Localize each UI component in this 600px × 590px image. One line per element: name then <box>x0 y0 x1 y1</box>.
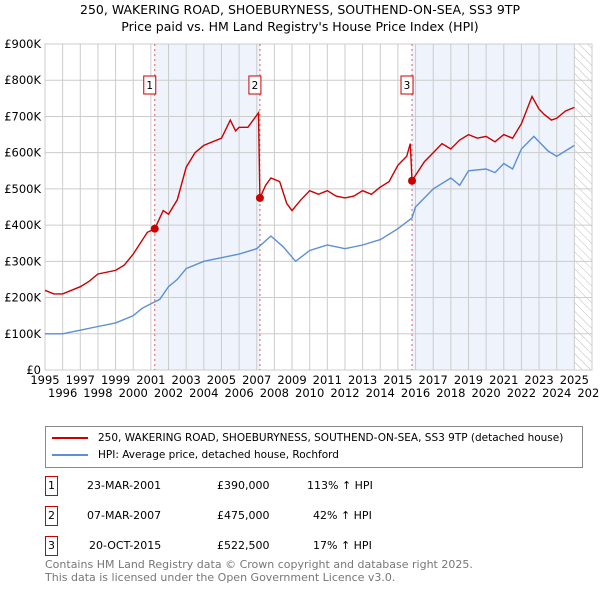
y-tick-label: £400K <box>4 218 41 232</box>
y-tick-label: £900K <box>4 37 41 51</box>
chart-subtitle: Price paid vs. HM Land Registry's House … <box>121 19 479 34</box>
y-tick-label: £100K <box>4 327 41 341</box>
sale-price: £390,000 <box>217 479 270 492</box>
legend-label: HPI: Average price, detached house, Roch… <box>98 449 339 461</box>
shaded-period <box>412 44 575 370</box>
y-tick-label: £700K <box>4 109 41 123</box>
footer-line: Contains HM Land Registry data © Crown c… <box>45 558 473 571</box>
forecast-hatch <box>574 44 592 370</box>
sale-marker: 3 <box>45 536 58 556</box>
x-tick-label: 2016 <box>401 386 430 400</box>
x-tick-label: 2019 <box>454 373 483 387</box>
series-line-property <box>44 94 575 295</box>
annotation-label: 3 <box>404 80 411 92</box>
sale-hpi: 42% ↑ HPI <box>313 509 372 522</box>
legend-swatch-property <box>52 437 88 439</box>
y-tick-label: £800K <box>4 73 41 87</box>
x-tick-label: 2003 <box>172 373 201 387</box>
sale-point <box>408 176 417 185</box>
x-tick-label: 2023 <box>524 373 553 387</box>
x-tick-label: 2014 <box>366 386 395 400</box>
sale-price: £475,000 <box>217 509 270 522</box>
legend: 250, WAKERING ROAD, SHOEBURYNESS, SOUTHE… <box>45 426 583 468</box>
x-tick-label: 2022 <box>507 386 536 400</box>
x-tick-label: 1997 <box>66 373 95 387</box>
x-tick-label: 1998 <box>83 386 112 400</box>
annotation-box <box>248 75 262 95</box>
annotation-box <box>143 75 157 95</box>
footer-line: This data is licensed under the Open Gov… <box>45 571 396 584</box>
x-tick-label: 2002 <box>154 386 183 400</box>
sale-date: 23-MAR-2001 <box>87 479 162 492</box>
x-tick-label: 2008 <box>260 386 289 400</box>
x-tick-label: 2026 <box>577 386 600 400</box>
sale-hpi: 17% ↑ HPI <box>313 539 372 552</box>
annotation-label: 2 <box>252 80 259 92</box>
x-tick-label: 2001 <box>136 373 165 387</box>
x-tick-label: 2009 <box>277 373 306 387</box>
x-tick-label: 2024 <box>542 386 571 400</box>
x-tick-label: 2013 <box>348 373 377 387</box>
y-tick-label: £500K <box>4 182 41 196</box>
x-tick-label: 2017 <box>419 373 448 387</box>
sale-marker: 2 <box>45 506 58 526</box>
x-tick-label: 2010 <box>295 386 324 400</box>
x-tick-label: 2020 <box>471 386 500 400</box>
sale-point <box>255 193 264 202</box>
y-tick-label: £600K <box>4 146 41 160</box>
x-tick-label: 1995 <box>30 373 59 387</box>
x-tick-label: 2021 <box>489 373 518 387</box>
annotation-box <box>400 75 414 95</box>
shaded-period <box>154 44 260 370</box>
x-tick-label: 2000 <box>119 386 148 400</box>
plot-area: 1995199619971998199920002001200220032004… <box>4 37 600 400</box>
x-tick-label: 2015 <box>383 373 412 387</box>
sale-date: 07-MAR-2007 <box>87 509 162 522</box>
x-tick-label: 2025 <box>560 373 589 387</box>
legend-item-property: 250, WAKERING ROAD, SHOEBURYNESS, SOUTHE… <box>52 430 563 446</box>
x-tick-label: 1996 <box>48 386 77 400</box>
legend-label: 250, WAKERING ROAD, SHOEBURYNESS, SOUTHE… <box>98 432 564 444</box>
footer: Contains HM Land Registry data © Crown c… <box>45 558 473 584</box>
y-tick-label: £0 <box>26 363 41 377</box>
sale-marker: 1 <box>45 476 58 496</box>
x-tick-label: 2006 <box>224 386 253 400</box>
chart-title: 250, WAKERING ROAD, SHOEBURYNESS, SOUTHE… <box>80 2 520 17</box>
sale-hpi: 113% ↑ HPI <box>307 479 373 492</box>
y-tick-label: £300K <box>4 254 41 268</box>
legend-item-hpi: HPI: Average price, detached house, Roch… <box>52 447 339 463</box>
y-tick-label: £200K <box>4 291 41 305</box>
sale-price: £522,500 <box>217 539 270 552</box>
sale-point <box>150 224 159 233</box>
x-tick-label: 1999 <box>101 373 130 387</box>
annotation-label: 1 <box>146 80 153 92</box>
sale-date: 20-OCT-2015 <box>89 539 162 552</box>
legend-swatch-hpi <box>52 454 88 456</box>
x-tick-label: 2007 <box>242 373 271 387</box>
x-tick-label: 2005 <box>207 373 236 387</box>
plot-border <box>44 43 593 371</box>
x-tick-label: 2011 <box>313 373 342 387</box>
x-tick-label: 2004 <box>189 386 218 400</box>
x-tick-label: 2012 <box>330 386 359 400</box>
x-tick-label: 2018 <box>436 386 465 400</box>
series-line-hpi <box>45 135 575 335</box>
